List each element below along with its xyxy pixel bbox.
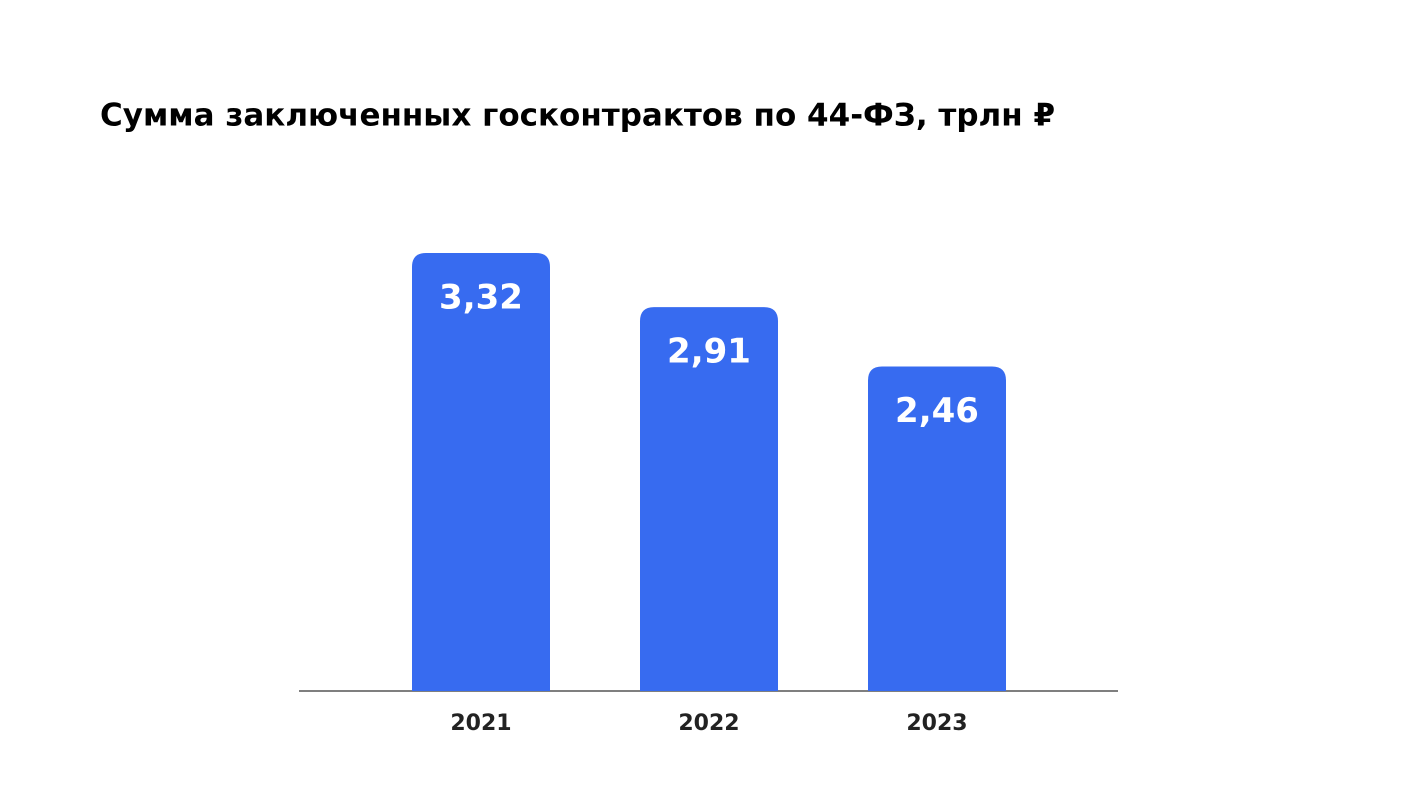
x-tick-label: 2023	[906, 711, 967, 736]
bar	[640, 307, 778, 691]
value-label: 2,46	[895, 391, 979, 431]
x-tick-label: 2021	[450, 711, 511, 736]
bar	[412, 253, 550, 691]
bar	[868, 366, 1006, 691]
x-tick-label: 2022	[678, 711, 739, 736]
value-label: 2,91	[667, 332, 751, 372]
value-label: 3,32	[439, 278, 523, 318]
chart-title: Сумма заключенных госконтрактов по 44-ФЗ…	[100, 98, 1055, 134]
